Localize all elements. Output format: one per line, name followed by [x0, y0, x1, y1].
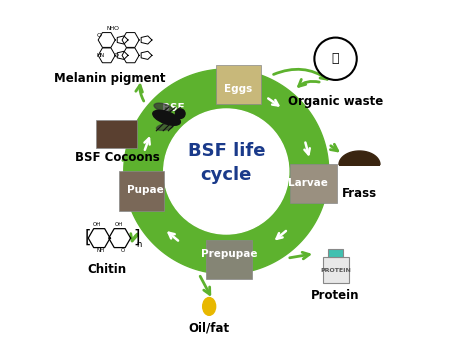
Text: Chitin: Chitin — [87, 263, 126, 276]
FancyBboxPatch shape — [206, 240, 253, 279]
Text: Pupae: Pupae — [127, 185, 164, 195]
Polygon shape — [124, 69, 329, 274]
Ellipse shape — [153, 110, 180, 125]
Text: Eggs: Eggs — [224, 84, 252, 94]
Text: O: O — [120, 248, 124, 253]
Text: BSF life
cycle: BSF life cycle — [187, 142, 265, 184]
Text: OH: OH — [93, 222, 101, 227]
Text: O: O — [114, 26, 119, 32]
Text: NH: NH — [107, 26, 115, 32]
Circle shape — [315, 38, 357, 80]
Circle shape — [164, 109, 289, 234]
Ellipse shape — [203, 298, 216, 315]
Text: Prepupae: Prepupae — [201, 249, 257, 259]
Text: Organic waste: Organic waste — [288, 95, 383, 108]
Ellipse shape — [157, 123, 173, 130]
FancyBboxPatch shape — [290, 164, 337, 203]
Text: HN: HN — [96, 53, 105, 58]
Text: n: n — [137, 240, 142, 249]
Text: NH: NH — [96, 248, 105, 253]
FancyBboxPatch shape — [96, 120, 138, 147]
Text: Oil/fat: Oil/fat — [189, 321, 230, 334]
Text: OH: OH — [115, 222, 123, 227]
Circle shape — [175, 109, 185, 118]
Text: 🗑️: 🗑️ — [332, 52, 339, 65]
FancyBboxPatch shape — [216, 64, 261, 104]
Text: BSF Cocoons: BSF Cocoons — [75, 151, 159, 164]
Text: O: O — [114, 53, 119, 58]
Text: Melanin pigment: Melanin pigment — [54, 72, 166, 85]
Polygon shape — [204, 298, 214, 305]
Text: Protein: Protein — [311, 289, 360, 303]
Polygon shape — [339, 151, 380, 165]
FancyBboxPatch shape — [323, 257, 349, 283]
Text: PROTEIN: PROTEIN — [320, 268, 351, 273]
Text: ]: ] — [133, 229, 140, 247]
FancyBboxPatch shape — [328, 249, 343, 257]
Ellipse shape — [154, 103, 172, 112]
Text: Larvae: Larvae — [289, 178, 328, 188]
Text: O: O — [96, 33, 101, 38]
Text: [: [ — [85, 229, 91, 247]
Text: BSF: BSF — [162, 103, 184, 113]
FancyBboxPatch shape — [119, 172, 164, 211]
Text: Frass: Frass — [342, 187, 377, 200]
